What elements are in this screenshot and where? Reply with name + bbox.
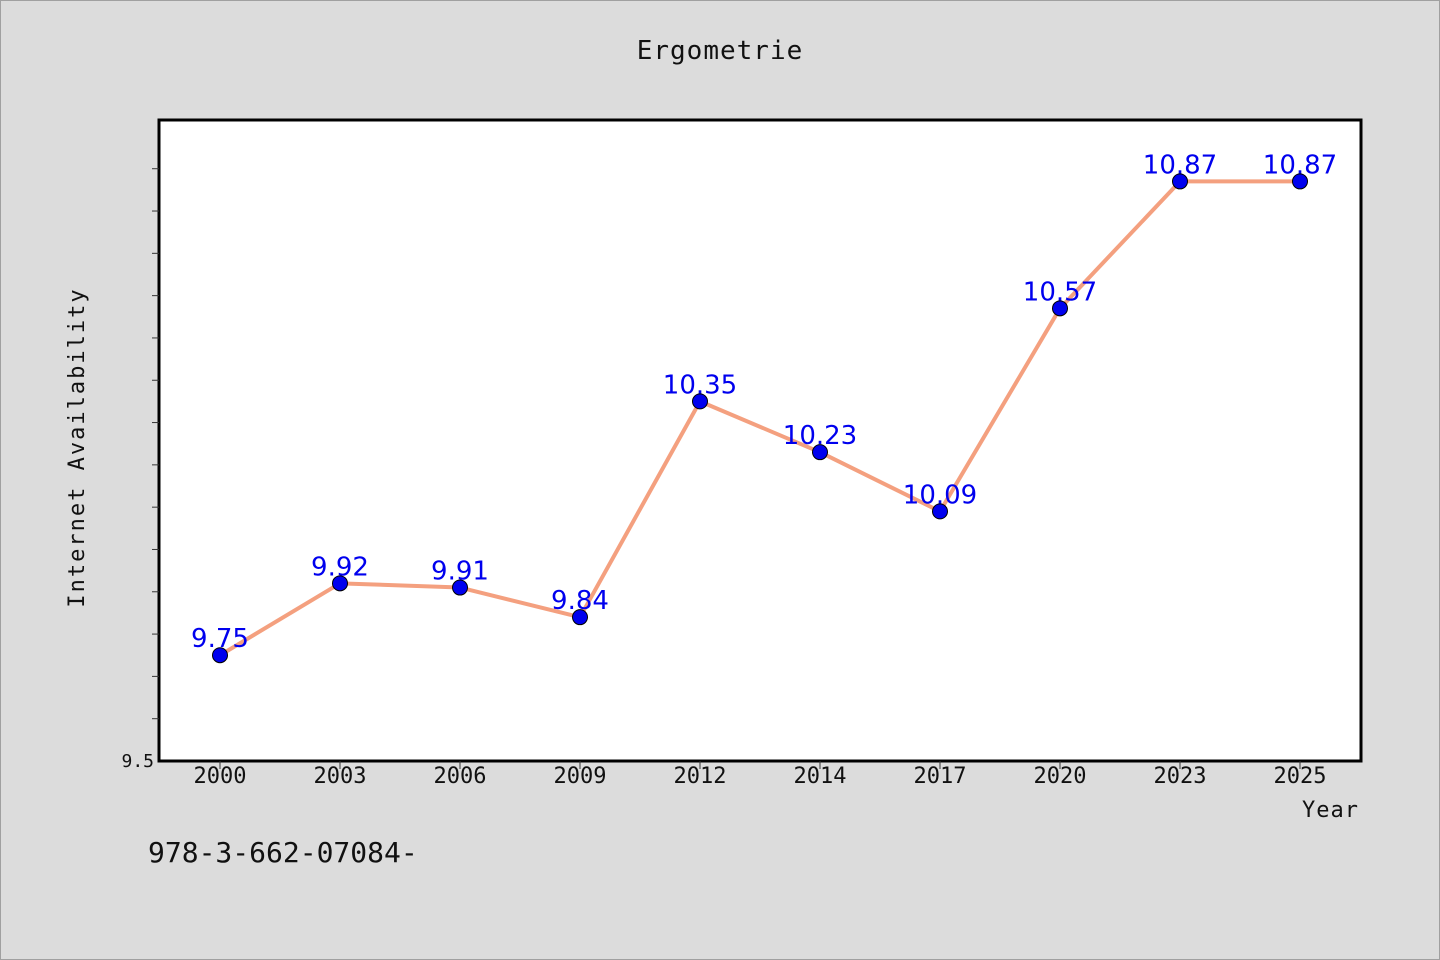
x-tick-label: 2000	[194, 764, 247, 789]
x-tick-label: 2006	[434, 764, 487, 789]
data-point	[332, 575, 348, 592]
data-label: 10.23	[783, 421, 857, 451]
data-label: 9.91	[431, 557, 489, 587]
data-point	[932, 503, 948, 520]
y-tick-label: 9.5	[121, 751, 154, 772]
data-label: 9.75	[191, 624, 249, 654]
data-point	[1052, 300, 1068, 317]
data-point	[452, 579, 468, 596]
data-label: 10.35	[663, 370, 737, 400]
y-axis-label: Internet Availability	[65, 287, 90, 607]
x-tick-label: 2020	[1034, 764, 1087, 789]
x-tick-label: 2012	[674, 764, 727, 789]
series-line	[218, 179, 1300, 657]
x-tick-label: 2014	[794, 764, 847, 789]
data-label: 10.87	[1143, 150, 1217, 180]
data-point	[212, 647, 228, 664]
x-tick-label: 2009	[554, 764, 607, 789]
x-tick-label: 2017	[914, 764, 967, 789]
data-label: 10.09	[903, 480, 977, 510]
data-point	[812, 444, 828, 461]
data-point	[1292, 173, 1308, 190]
data-label: 10.57	[1023, 277, 1097, 307]
data-label: 10.87	[1263, 150, 1337, 180]
x-tick-label: 2023	[1154, 764, 1207, 789]
data-label: 9.92	[311, 552, 369, 582]
data-label: 9.84	[551, 586, 609, 616]
data-point	[1172, 173, 1188, 190]
data-point	[572, 609, 588, 626]
data-point	[692, 393, 708, 410]
chart-title: Ergometrie	[636, 36, 804, 66]
x-tick-label: 2025	[1274, 764, 1327, 789]
x-axis-label: Year	[1302, 798, 1359, 823]
footer-text: 978-3-662-07084-	[148, 836, 418, 869]
x-tick-label: 2003	[314, 764, 367, 789]
plot-area	[157, 118, 1363, 763]
